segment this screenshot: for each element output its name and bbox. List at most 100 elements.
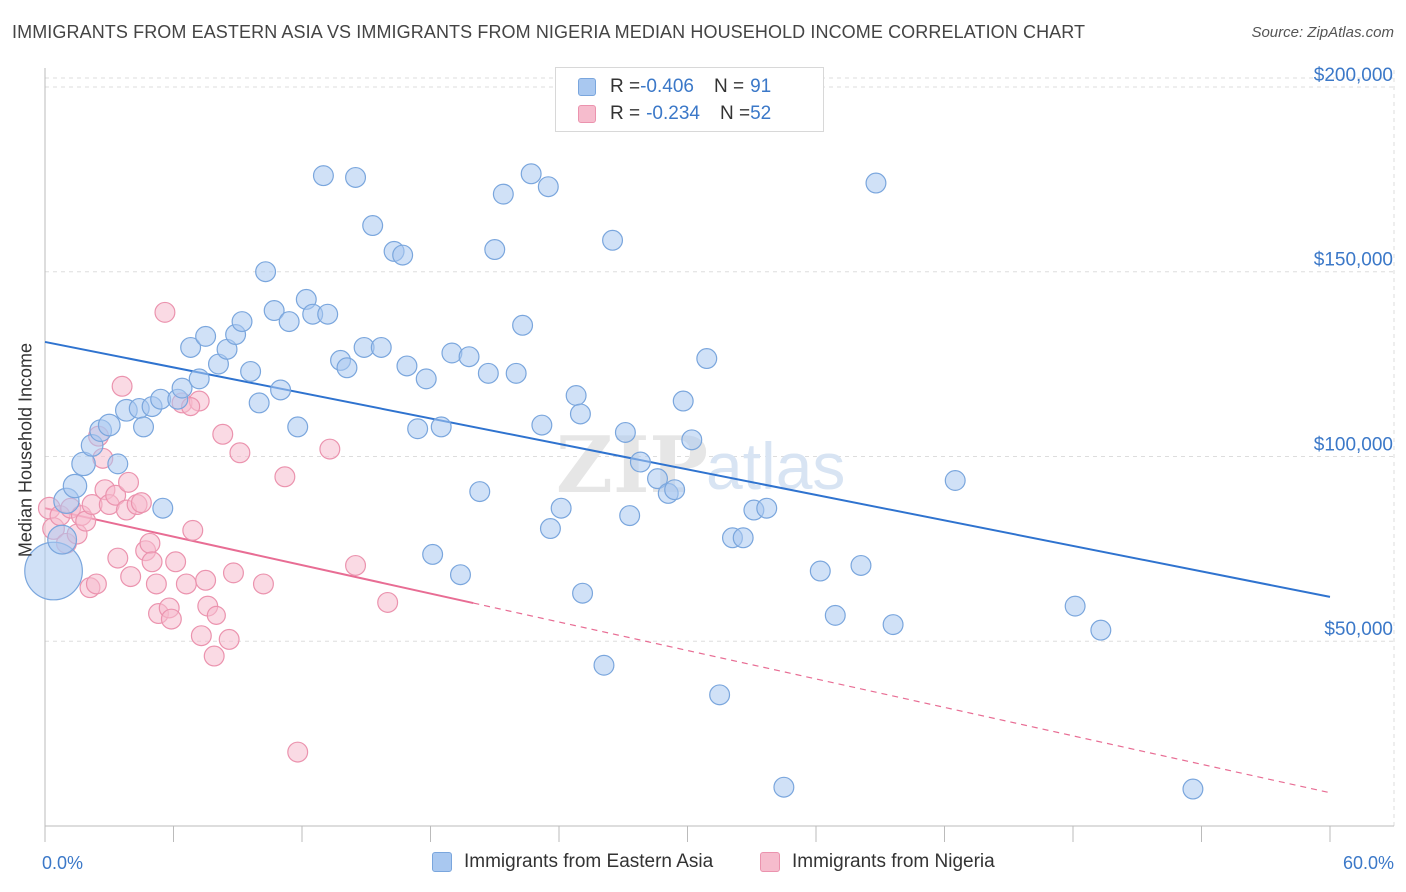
data-point-blue bbox=[619, 505, 641, 527]
data-point-pink bbox=[377, 591, 399, 613]
legend-r-label: R = bbox=[610, 76, 641, 97]
data-point-blue bbox=[1064, 595, 1086, 617]
data-point-pink bbox=[229, 442, 251, 464]
data-point-pink bbox=[154, 301, 176, 323]
data-point-pink bbox=[203, 645, 225, 667]
chart-title: IMMIGRANTS FROM EASTERN ASIA VS IMMIGRAN… bbox=[12, 22, 1086, 42]
data-point-blue bbox=[1182, 778, 1204, 800]
data-point-blue bbox=[614, 421, 636, 443]
data-point-blue bbox=[492, 183, 514, 205]
data-point-blue bbox=[195, 325, 217, 347]
data-point-blue bbox=[97, 413, 121, 437]
data-point-pink bbox=[85, 573, 107, 595]
series-eastern-asia-points bbox=[24, 163, 1204, 800]
data-point-blue bbox=[520, 163, 542, 185]
legend-swatch-blue bbox=[578, 78, 596, 96]
stats-legend: R = -0.406 N = 91 R = -0.234 N = 52 bbox=[555, 67, 824, 132]
data-point-pink bbox=[107, 547, 129, 569]
data-point-blue bbox=[287, 416, 309, 438]
data-point-pink bbox=[274, 466, 296, 488]
data-point-blue bbox=[569, 403, 591, 425]
data-point-blue bbox=[133, 416, 155, 438]
data-point-blue bbox=[345, 166, 367, 188]
data-point-blue bbox=[505, 362, 527, 384]
legend-n-value: 52 bbox=[750, 103, 772, 124]
data-point-pink bbox=[190, 625, 212, 647]
data-point-blue bbox=[672, 390, 694, 412]
legend-row-nigeria: R = -0.234 N = 52 bbox=[578, 102, 771, 126]
data-point-blue bbox=[312, 165, 334, 187]
series-legend: Immigrants from Eastern Asia Immigrants … bbox=[0, 851, 1406, 877]
series-legend-label: Immigrants from Eastern Asia bbox=[464, 851, 714, 872]
data-point-blue bbox=[370, 336, 392, 358]
data-point-blue bbox=[550, 497, 572, 519]
data-point-pink bbox=[160, 608, 182, 630]
data-point-pink bbox=[130, 492, 152, 514]
data-point-blue bbox=[47, 524, 78, 555]
data-point-pink bbox=[118, 471, 140, 493]
data-point-blue bbox=[602, 229, 624, 251]
data-point-blue bbox=[336, 357, 358, 379]
data-point-blue bbox=[865, 172, 887, 194]
data-point-blue bbox=[422, 543, 444, 565]
data-point-blue bbox=[317, 303, 339, 325]
data-point-pink bbox=[120, 566, 142, 588]
data-point-blue bbox=[732, 527, 754, 549]
trend-line-pink bbox=[44, 507, 474, 605]
series-legend-label: Immigrants from Nigeria bbox=[792, 851, 995, 872]
y-axis-label-wrap: Median Household Income bbox=[14, 300, 38, 600]
data-point-blue bbox=[773, 776, 795, 798]
data-point-blue bbox=[392, 244, 414, 266]
data-point-blue bbox=[469, 481, 491, 503]
data-point-pink bbox=[165, 551, 187, 573]
data-point-blue bbox=[415, 368, 437, 390]
source-label: Source: ZipAtlas.com bbox=[1251, 24, 1394, 41]
legend-n-label: N = bbox=[719, 103, 751, 124]
x-tick-label-min: 0.0% bbox=[42, 853, 84, 873]
data-point-pink bbox=[218, 628, 240, 650]
series-legend-nigeria: Immigrants from Nigeria bbox=[760, 851, 995, 873]
data-point-blue bbox=[572, 582, 594, 604]
data-point-blue bbox=[270, 379, 292, 401]
data-point-blue bbox=[709, 684, 731, 706]
data-point-blue bbox=[248, 392, 270, 414]
data-point-blue bbox=[696, 348, 718, 370]
data-point-blue bbox=[537, 176, 559, 198]
legend-r-label: R = bbox=[610, 103, 641, 124]
data-point-blue bbox=[629, 451, 651, 473]
data-point-pink bbox=[206, 605, 226, 625]
data-point-pink bbox=[182, 519, 204, 541]
data-point-pink bbox=[212, 423, 234, 445]
y-tick-label: $150,000 bbox=[1314, 250, 1393, 271]
legend-r-value: -0.406 bbox=[640, 76, 694, 97]
data-point-blue bbox=[539, 518, 561, 540]
y-axis-label: Median Household Income bbox=[15, 342, 36, 558]
data-point-blue bbox=[484, 239, 506, 261]
data-point-pink bbox=[111, 375, 133, 397]
data-point-blue bbox=[449, 564, 471, 586]
watermark: ZIP atlas bbox=[556, 420, 845, 511]
data-point-blue bbox=[188, 368, 210, 390]
legend-row-eastern-asia: R = -0.406 N = 91 bbox=[578, 75, 771, 99]
legend-n-value: 91 bbox=[750, 76, 772, 97]
x-tick-label-max: 60.0% bbox=[1342, 853, 1394, 873]
data-point-blue bbox=[62, 473, 88, 499]
data-point-blue bbox=[407, 418, 429, 440]
data-point-blue bbox=[171, 377, 193, 399]
data-point-blue bbox=[180, 336, 202, 358]
data-point-pink bbox=[105, 484, 127, 506]
data-point-blue bbox=[809, 560, 831, 582]
legend-n-label: N = bbox=[713, 76, 745, 97]
data-point-pink bbox=[222, 562, 244, 584]
data-point-blue bbox=[263, 300, 285, 322]
legend-swatch-pink bbox=[578, 105, 596, 123]
data-point-pink bbox=[145, 573, 167, 595]
data-point-blue bbox=[430, 416, 452, 438]
y-tick-label: $200,000 bbox=[1314, 65, 1393, 86]
data-point-pink bbox=[139, 532, 161, 554]
data-point-pink bbox=[141, 551, 163, 573]
data-point-blue bbox=[477, 362, 499, 384]
data-point-blue bbox=[512, 314, 534, 336]
series-legend-swatch-blue bbox=[432, 852, 452, 872]
